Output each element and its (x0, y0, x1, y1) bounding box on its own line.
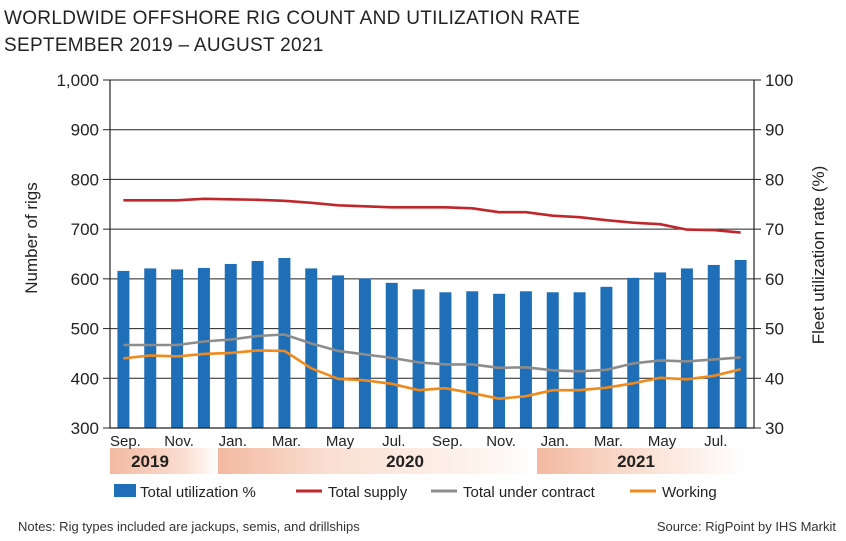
legend: Total utilization % Total supply Total und… (114, 484, 717, 501)
bar-utilization (197, 267, 210, 428)
gridlines (110, 79, 754, 379)
x-tick-label: May (326, 433, 355, 450)
bar-utilization (707, 264, 720, 428)
y-tick-label-right: 80 (765, 170, 784, 189)
bar-utilization (117, 270, 130, 428)
y-tick-label-right: 50 (765, 320, 784, 339)
line-total-under-contract (123, 333, 741, 373)
legend-label: Total supply (328, 484, 408, 501)
bar-utilization (439, 292, 452, 428)
year-band-2019 (110, 448, 218, 474)
x-tick-label: Mar. (272, 433, 301, 450)
x-tick-label: May (648, 433, 677, 450)
y-tick-label-left: 800 (71, 170, 99, 189)
bar-utilization (278, 257, 291, 428)
year-label: 2019 (131, 452, 169, 471)
y-axis-right-label: Fleet utilization rate (%) (809, 166, 828, 345)
y-tick-label-left: 500 (71, 320, 99, 339)
x-tick-label: Jan. (541, 433, 569, 450)
line-working (123, 349, 741, 401)
bar-utilization (546, 292, 559, 428)
x-tick-label: Jul. (704, 433, 727, 450)
bar-utilization (385, 282, 398, 428)
legend-swatch-bar (114, 484, 136, 497)
x-tick-label: Jan. (219, 433, 247, 450)
y-tick-label-right: 90 (765, 121, 784, 140)
bar-utilization (251, 260, 264, 428)
x-tick-label: Jul. (382, 433, 405, 450)
y-tick-label-left: 700 (71, 220, 99, 239)
legend-label: Working (662, 484, 717, 501)
chart-source: Source: RigPoint by IHS Markit (657, 519, 837, 534)
year-label: 2021 (617, 452, 655, 471)
x-tick-label: Nov. (164, 433, 194, 450)
x-tick-label: Sep. (110, 433, 141, 450)
legend-label: Total under contract (463, 484, 596, 501)
bar-utilization (466, 291, 479, 428)
bar-utilization (654, 272, 667, 428)
y-tick-label-right: 40 (765, 369, 784, 388)
x-tick-label: Sep. (432, 433, 463, 450)
series-lines (123, 197, 741, 401)
bar-utilization (573, 292, 586, 428)
y-tick-label-left: 300 (71, 419, 99, 438)
line-total-supply (123, 197, 741, 234)
x-tick-label: Nov. (486, 433, 516, 450)
bar-utilization (305, 268, 318, 428)
y-tick-label-left: 900 (71, 121, 99, 140)
year-band-2020 (218, 448, 537, 474)
bar-utilization (171, 269, 184, 428)
y-tick-label-left: 400 (71, 369, 99, 388)
y-tick-label-right: 30 (765, 419, 784, 438)
utilization-bars (117, 257, 747, 428)
y-axis-left-label: Number of rigs (22, 182, 41, 293)
bar-utilization (412, 289, 425, 428)
bar-utilization (734, 259, 747, 428)
x-tick-label: Mar. (594, 433, 623, 450)
y-tick-label-right: 70 (765, 220, 784, 239)
bar-utilization (519, 291, 532, 428)
chart-title: WORLDWIDE OFFSHORE RIG COUNT AND UTILIZA… (4, 8, 580, 29)
legend-label: Total utilization % (140, 484, 256, 501)
y-tick-label-left: 1,000 (56, 71, 99, 90)
y-tick-label-left: 600 (71, 270, 99, 289)
axes: 300 400 500 600 700 800 900 1,000 30 40 50 60 70 80 90… (56, 71, 793, 471)
y-tick-label-right: 60 (765, 270, 784, 289)
bar-utilization (627, 277, 640, 428)
bar-utilization (493, 293, 506, 428)
bar-utilization (144, 268, 157, 428)
bar-utilization (224, 263, 237, 428)
year-label: 2020 (386, 452, 424, 471)
chart-subtitle: SEPTEMBER 2019 – AUGUST 2021 (4, 35, 324, 56)
bar-utilization (680, 268, 693, 428)
bar-utilization (600, 286, 613, 428)
year-band-2021 (537, 448, 745, 474)
chart-note: Notes: Rig types included are jackups, s… (18, 519, 360, 534)
y-tick-label-right: 100 (765, 71, 793, 90)
